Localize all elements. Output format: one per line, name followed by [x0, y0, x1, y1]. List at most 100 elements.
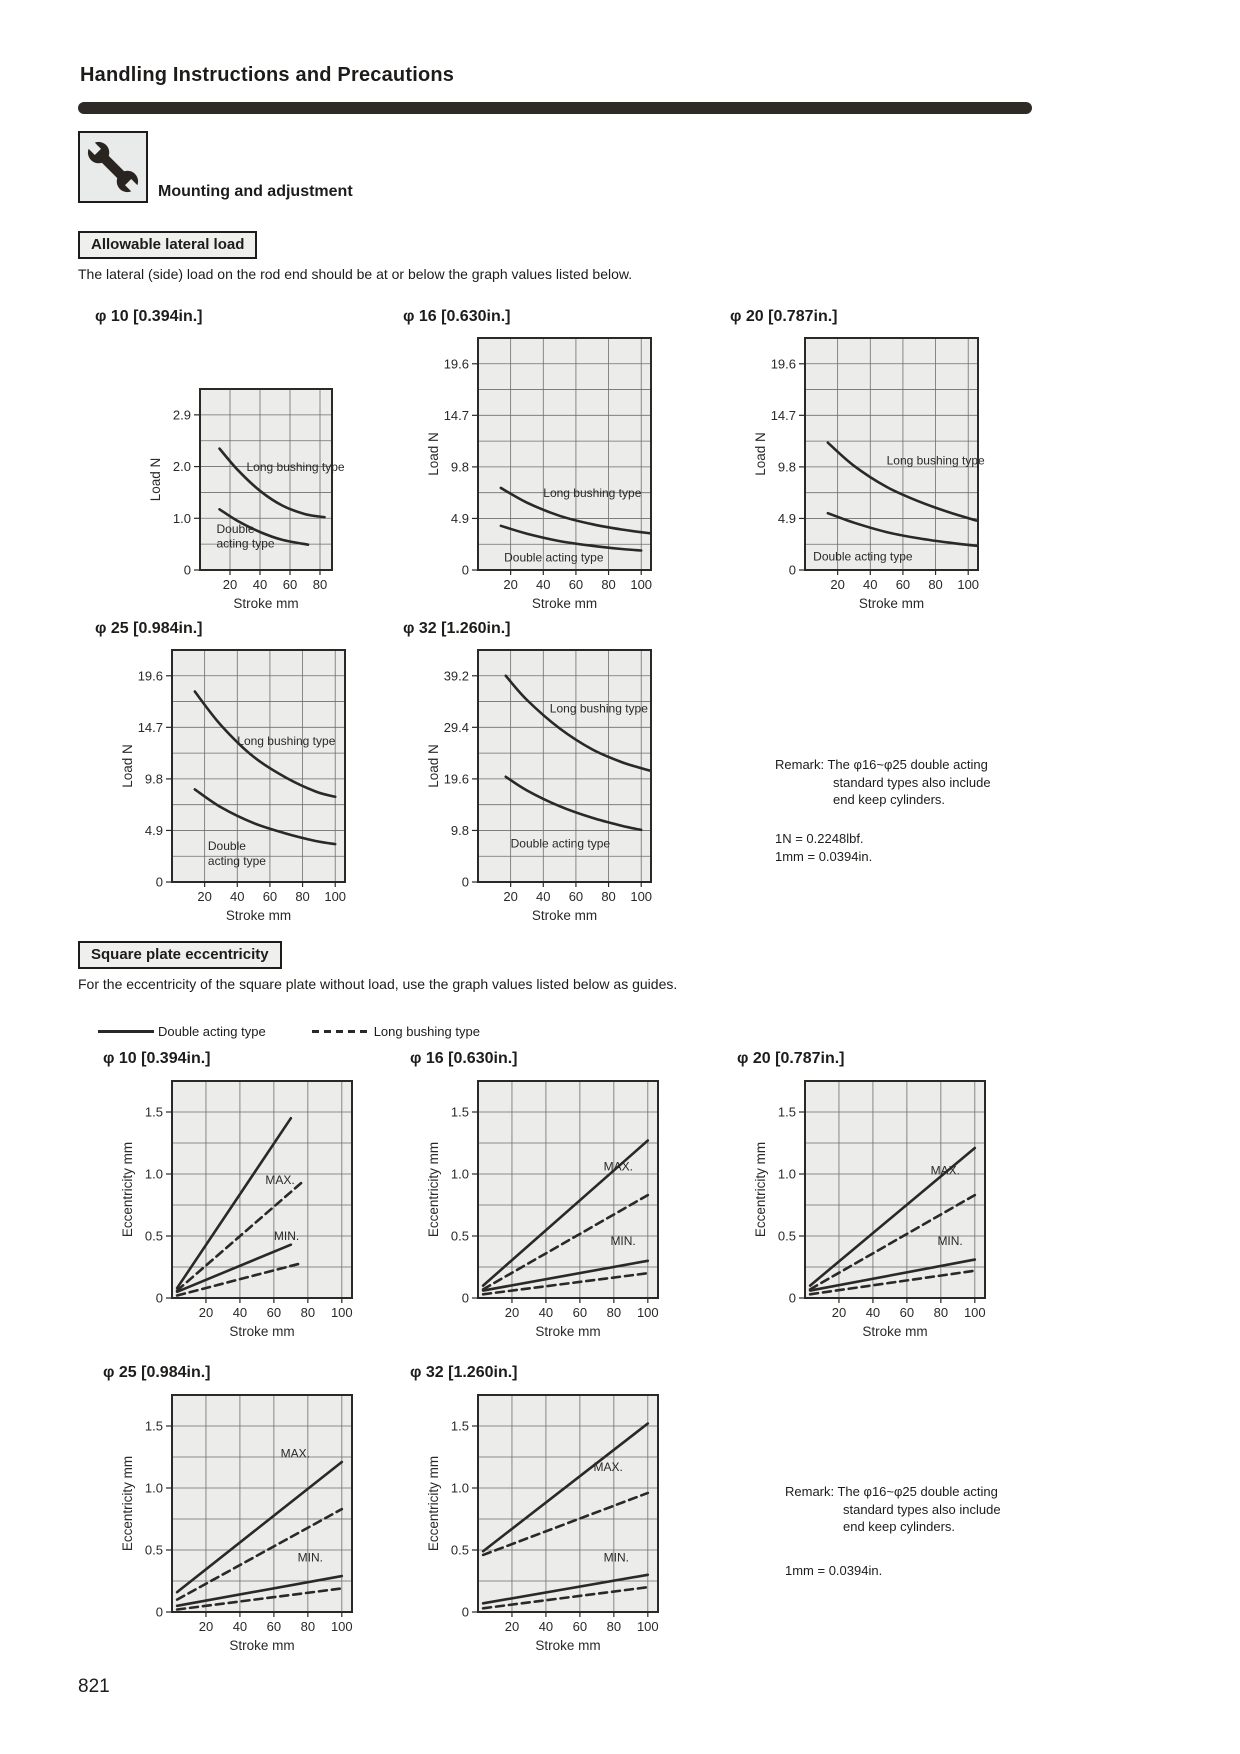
- y-tick-label: 0: [156, 1291, 163, 1306]
- y-tick-label: 0: [462, 563, 469, 578]
- y-tick-label: 0: [184, 563, 191, 578]
- chart-annotation: Double acting type: [511, 837, 611, 851]
- y-axis-label: Load N: [148, 458, 163, 502]
- chart-annotation: Double acting type: [504, 550, 604, 564]
- y-tick-label: 0: [156, 875, 163, 890]
- chart-annotation: MIN.: [274, 1229, 299, 1243]
- chart-annotation: Long bushing type: [543, 486, 641, 500]
- x-tick-label: 80: [607, 1619, 621, 1634]
- y-tick-label: 0: [462, 875, 469, 890]
- x-tick-label: 40: [536, 889, 550, 904]
- x-tick-label: 100: [331, 1305, 353, 1320]
- x-tick-label: 20: [505, 1619, 519, 1634]
- x-tick-label: 100: [957, 577, 979, 592]
- unit-conversion-note: 1N = 0.2248lbf. 1mm = 0.0394in.: [775, 830, 872, 866]
- x-tick-label: 40: [233, 1305, 247, 1320]
- chart-annotation: Double: [208, 839, 246, 853]
- x-tick-label: 60: [573, 1305, 587, 1320]
- curve-long-bushing-type: [218, 447, 326, 519]
- conversion-line: 1mm = 0.0394in.: [785, 1563, 883, 1578]
- x-tick-label: 20: [505, 1305, 519, 1320]
- chart-title: φ 25 [0.984in.]: [95, 620, 203, 637]
- x-tick-label: 80: [601, 577, 615, 592]
- x-tick-label: 60: [267, 1619, 281, 1634]
- x-axis-label: Stroke mm: [535, 1324, 600, 1339]
- chart-annotation: MIN.: [610, 1234, 635, 1248]
- y-tick-label: 1.0: [778, 1167, 796, 1182]
- chart-annotation: MAX.: [931, 1163, 960, 1177]
- chart-svg: 0 0.5 1.0 1.5 20 40 60 80 100 Eccentricity mm Stro…: [120, 1394, 353, 1653]
- chart-annotation: Long bushing type: [887, 454, 985, 468]
- x-tick-label: 40: [539, 1305, 553, 1320]
- x-tick-label: 80: [295, 889, 309, 904]
- x-axis-label: Stroke mm: [229, 1324, 294, 1339]
- curve-double-acting-type: [193, 788, 337, 846]
- x-tick-label: 100: [331, 1619, 353, 1634]
- y-tick-label: 19.6: [771, 356, 796, 371]
- x-tick-label: 100: [637, 1305, 659, 1320]
- chart-annotation: Long bushing type: [237, 734, 335, 748]
- y-tick-label: 0.5: [145, 1543, 163, 1558]
- x-tick-label: 100: [637, 1619, 659, 1634]
- y-tick-label: 0.5: [451, 1543, 469, 1558]
- curve-min-double-acting-type: [175, 1574, 344, 1608]
- x-tick-label: 80: [601, 889, 615, 904]
- x-tick-label: 100: [964, 1305, 986, 1320]
- y-tick-label: 9.8: [451, 823, 469, 838]
- mounting-heading: Mounting and adjustment: [158, 183, 353, 200]
- y-tick-label: 1.0: [145, 1167, 163, 1182]
- x-tick-label: 60: [263, 889, 277, 904]
- y-tick-label: 1.5: [145, 1419, 163, 1434]
- x-axis-label: Stroke mm: [535, 1638, 600, 1653]
- x-axis-label: Stroke mm: [233, 596, 298, 611]
- chart-annotation: Double: [217, 522, 255, 536]
- curve-min-long-bushing-type: [481, 1585, 650, 1610]
- eccentricity-intro: For the eccentricity of the square plate…: [78, 976, 678, 992]
- curve-double-acting-type: [499, 524, 643, 552]
- x-tick-label: 100: [630, 577, 652, 592]
- y-tick-label: 1.0: [451, 1481, 469, 1496]
- curve-long-bushing-type: [499, 486, 651, 535]
- curve-max-long-bushing-type: [481, 1491, 650, 1557]
- curve-min-long-bushing-type: [481, 1271, 650, 1296]
- y-tick-label: 0: [789, 1291, 796, 1306]
- chart-annotation: MAX.: [593, 1460, 622, 1474]
- section-heading-allowable-lateral-load: Allowable lateral load: [78, 231, 258, 259]
- curve-max-long-bushing-type: [175, 1178, 306, 1292]
- x-tick-label: 80: [934, 1305, 948, 1320]
- x-tick-label: 20: [832, 1305, 846, 1320]
- curve-max-double-acting-type: [481, 1139, 650, 1287]
- chart-svg: 0 0.5 1.0 1.5 20 40 60 80 100 Eccentricity mm Stro…: [426, 1080, 659, 1339]
- eccentricity-legend: Double acting type Long bushing type: [98, 1024, 480, 1039]
- chart-annotation: MAX.: [281, 1446, 310, 1460]
- x-tick-label: 20: [199, 1619, 213, 1634]
- chart-svg: 0 0.5 1.0 1.5 20 40 60 80 100 Eccentricity mm Stro…: [426, 1394, 659, 1653]
- chart-title: φ 10 [0.394in.]: [95, 308, 203, 325]
- x-tick-label: 80: [607, 1305, 621, 1320]
- y-axis-label: Eccentricity mm: [120, 1456, 135, 1551]
- lateral-load-intro: The lateral (side) load on the rod end s…: [78, 266, 633, 282]
- chart-annotation: MAX.: [604, 1160, 633, 1174]
- chart-annotation: Long bushing type: [247, 460, 345, 474]
- page-title: Handling Instructions and Precautions: [80, 64, 455, 86]
- y-tick-label: 1.0: [173, 511, 191, 526]
- y-tick-label: 19.6: [444, 356, 469, 371]
- mounting-icon-box: [78, 131, 148, 203]
- chart-annotation: MIN.: [604, 1550, 629, 1564]
- x-axis-label: Stroke mm: [532, 908, 597, 923]
- x-tick-label: 40: [233, 1619, 247, 1634]
- x-axis-label: Stroke mm: [862, 1324, 927, 1339]
- y-tick-label: 14.7: [444, 408, 469, 423]
- y-tick-label: 29.4: [444, 720, 469, 735]
- curve-long-bushing-type: [193, 690, 337, 799]
- remark-line: end keep cylinders.: [833, 792, 946, 807]
- legend-label-long-bushing: Long bushing type: [373, 1024, 480, 1039]
- x-tick-label: 60: [283, 577, 297, 592]
- x-tick-label: 20: [503, 577, 517, 592]
- conversion-line: 1N = 0.2248lbf.: [775, 831, 864, 846]
- y-tick-label: 14.7: [138, 720, 163, 735]
- chart-svg: 0 1.0 2.0 2.9 20 40 60 80 Load N Stroke mm Long bu…: [148, 388, 345, 611]
- curve-min-long-bushing-type: [175, 1261, 303, 1297]
- chart-annotation: acting type: [217, 537, 275, 551]
- curve-max-long-bushing-type: [481, 1193, 650, 1291]
